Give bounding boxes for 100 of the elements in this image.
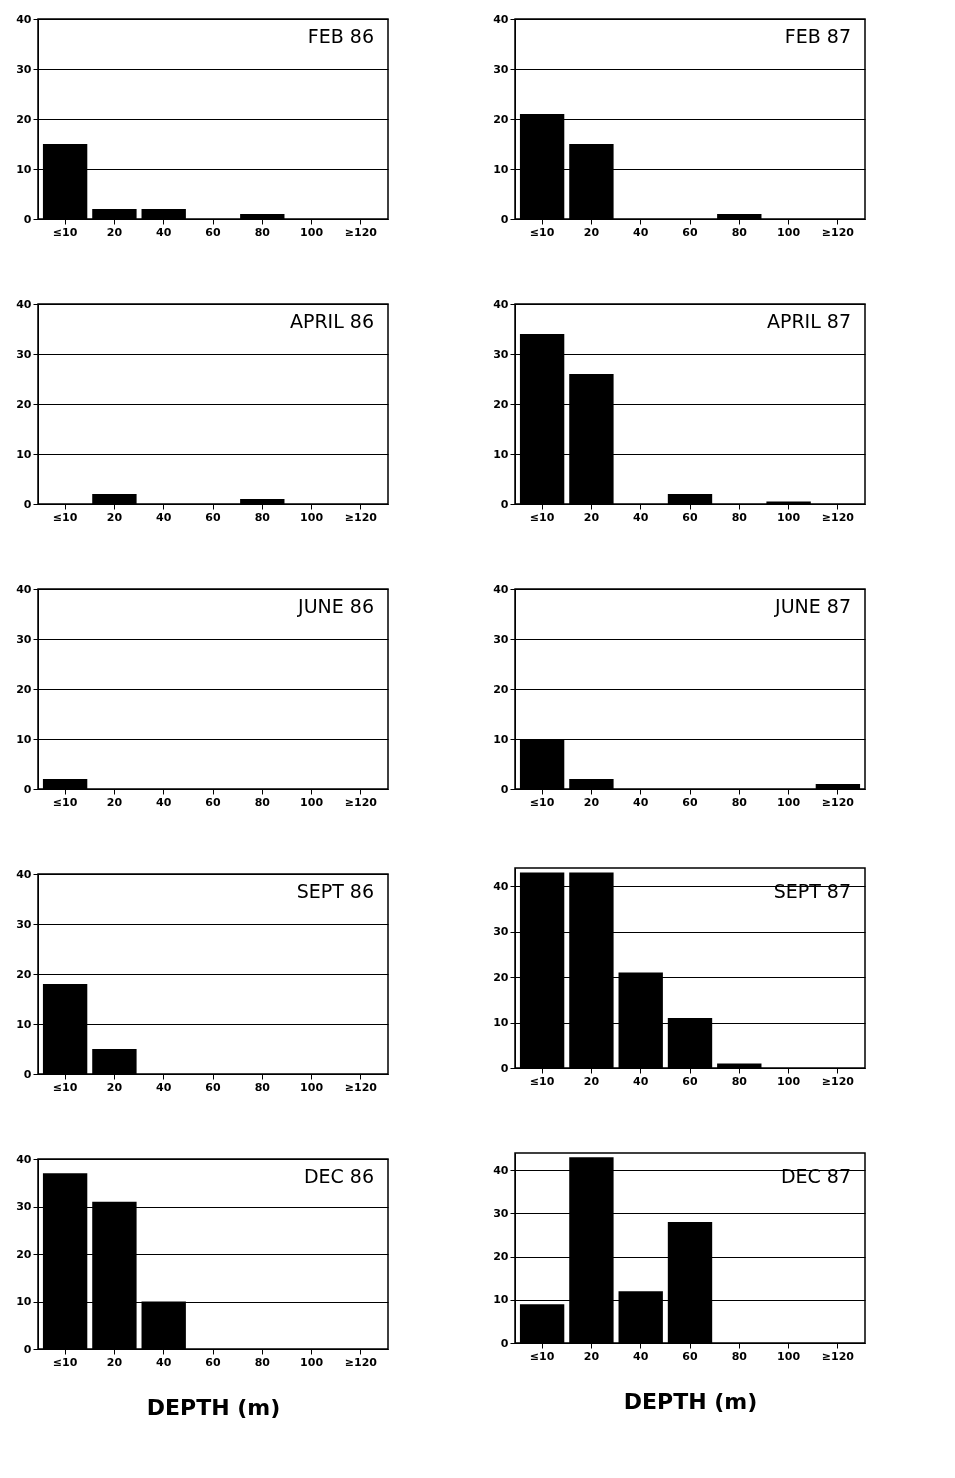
y-tick-label: 40 bbox=[16, 12, 32, 26]
y-tick-label: 0 bbox=[500, 1336, 509, 1350]
chart-title: FEB 86 bbox=[307, 25, 374, 47]
x-tick-label: 100 bbox=[300, 1080, 324, 1094]
x-tick-label: 40 bbox=[156, 510, 172, 524]
x-tick-label: 80 bbox=[254, 510, 271, 524]
y-tick-label: 30 bbox=[16, 347, 32, 361]
x-tick-label: 40 bbox=[633, 795, 649, 809]
y-tick-label: 40 bbox=[493, 879, 509, 893]
x-axis-title: DEPTH (m) bbox=[623, 1388, 758, 1414]
x-tick-label: 80 bbox=[731, 795, 748, 809]
x-tick-label: ≥120 bbox=[821, 1349, 855, 1363]
y-tick-label: 10 bbox=[493, 732, 509, 746]
x-tick-label: 100 bbox=[300, 1355, 324, 1369]
x-tick-label: ≥120 bbox=[344, 795, 378, 809]
x-tick-label: 40 bbox=[633, 510, 649, 524]
x-tick-label: 40 bbox=[156, 1080, 172, 1094]
y-tick-label: 40 bbox=[493, 582, 509, 596]
y-tick-label: 0 bbox=[500, 1061, 509, 1075]
y-tick-label: 20 bbox=[493, 1250, 509, 1264]
x-tick-label: 100 bbox=[777, 1349, 801, 1363]
x-tick-label: ≤10 bbox=[529, 225, 555, 239]
x-tick-label: 60 bbox=[205, 1080, 221, 1094]
x-tick-label: ≤10 bbox=[529, 1074, 555, 1088]
y-tick-label: 40 bbox=[493, 297, 509, 311]
x-tick-label: 20 bbox=[106, 225, 123, 239]
x-axis-title: DEPTH (m) bbox=[146, 1394, 281, 1420]
x-tick-label: ≤10 bbox=[52, 225, 78, 239]
x-tick-label: ≥120 bbox=[821, 225, 855, 239]
chart-title: APRIL 87 bbox=[766, 310, 851, 332]
y-tick-label: 0 bbox=[23, 782, 32, 796]
x-tick-label: 60 bbox=[682, 510, 698, 524]
y-tick-label: 10 bbox=[16, 1017, 32, 1031]
x-tick-label: 40 bbox=[633, 225, 649, 239]
y-tick-label: 40 bbox=[493, 12, 509, 26]
x-tick-label: 100 bbox=[300, 510, 324, 524]
y-tick-label: 0 bbox=[23, 1342, 32, 1356]
y-tick-label: 0 bbox=[500, 782, 509, 796]
x-tick-label: 60 bbox=[205, 225, 221, 239]
text: SEPT 87 bbox=[773, 880, 851, 902]
y-tick-label: 10 bbox=[16, 162, 32, 176]
y-tick-label: 20 bbox=[493, 397, 509, 411]
x-tick-label: ≤10 bbox=[52, 1080, 78, 1094]
x-tick-label: ≤10 bbox=[529, 510, 555, 524]
x-tick-label: 80 bbox=[254, 795, 271, 809]
chart-title: DEC 86 bbox=[303, 1165, 374, 1187]
y-tick-label: 40 bbox=[16, 1152, 32, 1166]
y-tick-label: 0 bbox=[23, 497, 32, 511]
x-tick-label: 20 bbox=[583, 1349, 600, 1363]
y-tick-label: 10 bbox=[493, 1293, 509, 1307]
x-tick-label: 40 bbox=[633, 1074, 649, 1088]
x-tick-label: 20 bbox=[106, 510, 123, 524]
chart-title: SEPT 86 bbox=[296, 880, 374, 902]
x-tick-label: ≥120 bbox=[344, 1080, 378, 1094]
x-tick-label: 80 bbox=[731, 1074, 748, 1088]
chart-title: APRIL 86 bbox=[289, 310, 374, 332]
x-tick-label: 60 bbox=[682, 1074, 698, 1088]
y-tick-label: 40 bbox=[16, 582, 32, 596]
x-tick-label: ≥120 bbox=[821, 795, 855, 809]
y-tick-label: 20 bbox=[493, 112, 509, 126]
y-tick-label: 30 bbox=[493, 925, 509, 939]
x-tick-label: 60 bbox=[205, 510, 221, 524]
chart-title: JUNE 87 bbox=[774, 595, 851, 617]
y-tick-label: 20 bbox=[493, 682, 509, 696]
y-tick-label: 30 bbox=[16, 1200, 32, 1213]
y-tick-label: 20 bbox=[16, 1247, 32, 1261]
y-tick-label: 20 bbox=[16, 682, 32, 696]
y-tick-label: 20 bbox=[16, 112, 32, 126]
x-tick-label: ≤10 bbox=[52, 1355, 78, 1369]
x-tick-label: 60 bbox=[205, 1355, 221, 1369]
x-tick-label: 20 bbox=[583, 510, 600, 524]
x-tick-label: 40 bbox=[633, 1349, 649, 1363]
y-tick-label: 0 bbox=[23, 212, 32, 226]
y-tick-label: 10 bbox=[493, 447, 509, 461]
x-tick-label: 60 bbox=[205, 795, 221, 809]
x-tick-label: 60 bbox=[682, 795, 698, 809]
y-tick-label: 10 bbox=[16, 1295, 32, 1308]
x-tick-label: ≥120 bbox=[821, 510, 855, 524]
y-tick-label: 20 bbox=[16, 397, 32, 411]
x-tick-label: 80 bbox=[731, 1349, 748, 1363]
y-tick-label: 30 bbox=[493, 62, 509, 76]
chart-title: JUNE 86 bbox=[297, 595, 374, 617]
x-tick-label: 60 bbox=[682, 1349, 698, 1363]
y-tick-label: 10 bbox=[16, 732, 32, 746]
y-tick-label: 30 bbox=[16, 62, 32, 76]
y-tick-label: 30 bbox=[16, 632, 32, 646]
x-tick-label: 100 bbox=[777, 225, 801, 239]
x-tick-label: ≥120 bbox=[344, 1355, 378, 1369]
x-tick-label: 20 bbox=[106, 795, 123, 809]
y-tick-label: 40 bbox=[16, 297, 32, 311]
y-tick-label: 0 bbox=[500, 212, 509, 226]
y-tick-label: 20 bbox=[493, 970, 509, 984]
x-tick-label: ≤10 bbox=[529, 1349, 555, 1363]
y-tick-label: 0 bbox=[500, 497, 509, 511]
x-tick-label: 100 bbox=[777, 795, 801, 809]
x-tick-label: 80 bbox=[731, 225, 748, 239]
x-tick-label: ≥120 bbox=[821, 1074, 855, 1088]
y-tick-label: 10 bbox=[16, 447, 32, 461]
x-tick-label: ≥120 bbox=[344, 510, 378, 524]
y-tick-label: 0 bbox=[23, 1067, 32, 1081]
